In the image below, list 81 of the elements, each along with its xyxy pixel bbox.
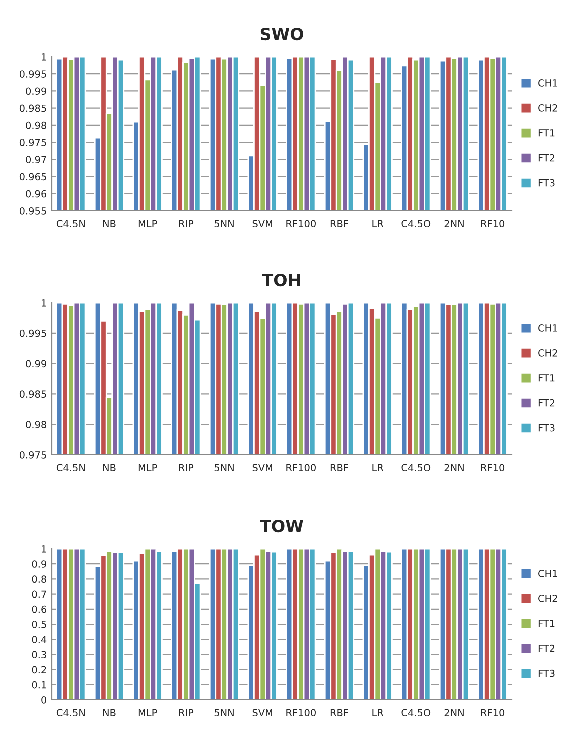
x-tick-label: RIP [179,709,194,716]
x-tick-label: C4.5O [402,709,431,717]
legend-label: FT3 [538,424,555,432]
y-tick-label: 0.995 [20,330,46,338]
x-tick-label: RF100 [286,464,316,472]
y-tick-label: 0.2 [32,666,46,674]
x-tick-label: LR [372,464,384,472]
chart-title: TOH [262,274,300,287]
x-tick-label: 5NN [214,709,234,717]
chart-title: SWO [260,28,304,41]
x-tick-label: RBF [330,220,348,228]
y-tick-label: 0.96 [26,190,47,198]
x-tick-label: C4.5O [402,464,431,472]
legend-label: FT3 [538,670,555,678]
x-tick-label: RF10 [481,709,505,717]
y-tick-label: 0.99 [26,88,46,96]
y-tick-label: 1 [42,54,46,61]
y-tick-label: 0.5 [32,620,46,628]
x-tick-label: SVM [252,709,272,717]
y-tick-label: 0.995 [20,70,46,78]
x-tick-label: 5NN [214,220,234,228]
y-tick-label: 0.98 [26,122,46,130]
x-tick-label: RIP [179,220,194,228]
x-tick-label: NB [103,709,116,716]
y-tick-label: 0.4 [32,636,47,644]
x-tick-label: C4.5N [56,709,85,717]
legend-label: FT1 [538,130,555,137]
y-tick-label: 0.965 [20,173,46,181]
legend-label: CH1 [538,570,558,578]
x-tick-label: LR [372,220,384,228]
y-tick-label: 0.985 [20,104,46,112]
x-tick-label: SVM [252,220,272,228]
y-tick-label: 0.7 [32,590,46,598]
y-tick-label: 0.975 [20,139,46,146]
x-tick-label: 2NN [444,220,464,228]
y-tick-label: 0.99 [26,360,46,368]
x-tick-label: 2NN [444,464,464,472]
y-tick-label: 1 [42,546,46,553]
legend-label: FT2 [538,644,555,652]
x-tick-label: 5NN [214,464,234,472]
legend-label: FT2 [538,399,555,407]
x-tick-label: MLP [138,464,158,472]
x-tick-label: RF100 [286,220,316,228]
y-tick-label: 0.955 [20,207,46,215]
x-tick-label: C4.5N [56,464,85,472]
x-tick-label: RF10 [481,464,505,472]
legend-label: CH1 [538,80,558,87]
y-tick-label: 0.975 [20,451,46,459]
y-tick-label: 1 [42,300,46,307]
y-tick-label: 0.8 [32,576,46,584]
x-tick-label: RBF [330,709,348,716]
x-tick-label: NB [103,220,116,228]
legend-label: CH2 [538,104,558,112]
y-tick-label: 0.985 [20,390,46,398]
x-tick-label: LR [372,709,384,716]
x-tick-label: C4.5O [402,220,431,228]
y-tick-label: 0.9 [32,560,46,568]
legend-label: FT1 [538,620,555,628]
x-tick-label: RF10 [481,220,505,228]
y-tick-label: 0.3 [32,651,46,659]
x-tick-label: MLP [138,220,158,228]
legend-label: CH2 [538,595,558,602]
y-tick-label: 0.98 [26,421,46,428]
legend-label: FT1 [538,374,555,382]
x-tick-label: C4.5N [56,220,85,228]
y-tick-label: 0 [42,696,46,704]
legend-label: CH1 [538,324,558,332]
y-tick-label: 0.97 [26,156,46,164]
x-tick-label: RIP [179,464,194,472]
legend-label: CH2 [538,350,558,357]
y-tick-label: 0.1 [32,681,46,689]
y-tick-label: 0.6 [32,606,47,614]
legend-label: FT3 [538,179,555,187]
x-tick-label: MLP [138,709,158,716]
x-tick-label: SVM [252,464,272,472]
legend-label: FT2 [538,154,555,162]
x-tick-label: 2NN [444,709,464,716]
x-tick-label: NB [103,464,116,472]
x-tick-label: RF100 [286,709,316,717]
x-tick-label: RBF [330,464,348,472]
chart-title: TOW [260,520,304,533]
